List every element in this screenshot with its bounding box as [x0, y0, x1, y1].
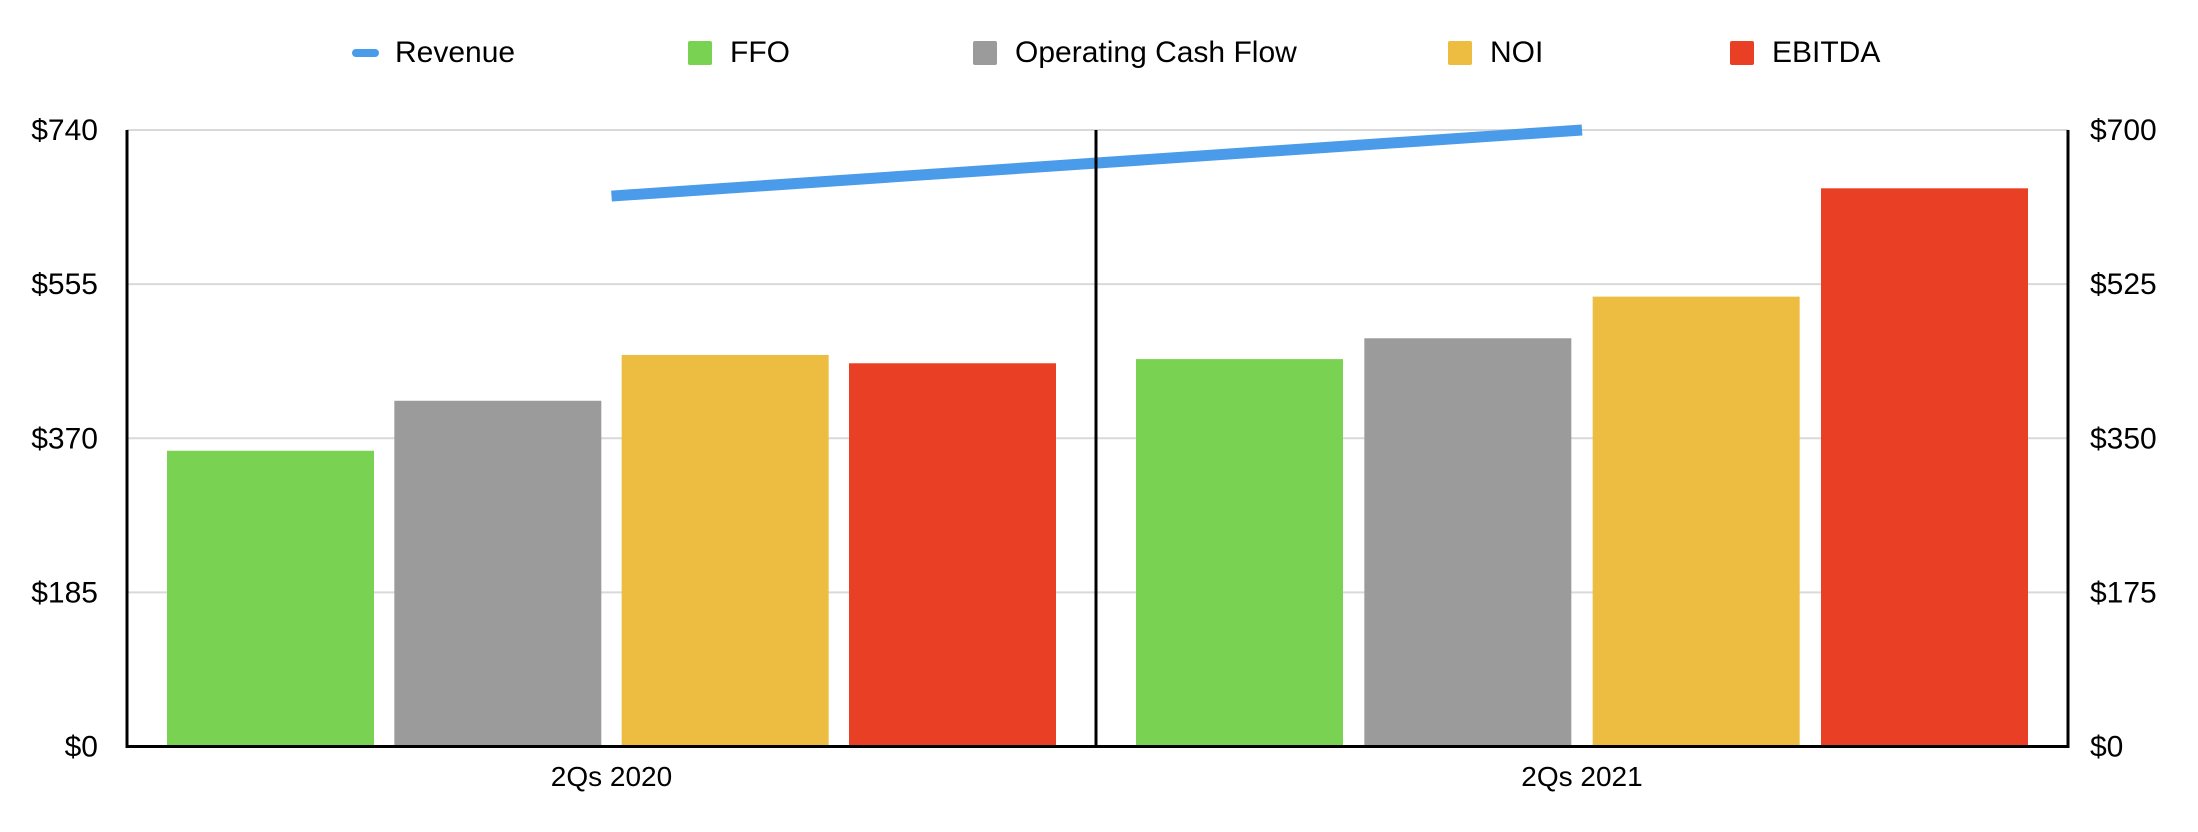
legend-label-revenue: Revenue	[395, 36, 516, 69]
legend-item-ffo[interactable]: FFO	[688, 36, 790, 70]
legend-label-noi: NOI	[1490, 36, 1544, 69]
right-axis-tick-label: $350	[2090, 422, 2157, 455]
ffo-swatch-icon	[688, 41, 712, 65]
operating-cash-flow-swatch-icon	[973, 41, 997, 65]
left-axis-tick-label: $370	[31, 422, 98, 455]
legend-item-noi[interactable]: NOI	[1448, 36, 1543, 70]
right-axis-tick-label: $0	[2090, 731, 2123, 764]
category-label-1: 2Qs 2021	[1521, 761, 1642, 792]
chart-legend: Revenue FFO Operating Cash Flow NOI EBIT…	[0, 0, 2198, 110]
legend-item-ebitda[interactable]: EBITDA	[1730, 36, 1880, 70]
bar-noi-2qs-2021[interactable]	[1592, 296, 1800, 748]
legend-label-ebitda: EBITDA	[1772, 36, 1881, 69]
category-label-0: 2Qs 2020	[551, 761, 672, 792]
legend-item-operating-cash-flow[interactable]: Operating Cash Flow	[973, 36, 1297, 70]
right-axis-tick-label: $175	[2090, 576, 2157, 609]
bar-ebitda-2qs-2020[interactable]	[849, 363, 1056, 748]
legend-label-operating-cash-flow: Operating Cash Flow	[1015, 36, 1297, 69]
bar-operating-cash-flow-2qs-2020[interactable]	[394, 400, 602, 748]
legend-item-revenue[interactable]: Revenue	[352, 36, 515, 70]
bar-ffo-2qs-2020[interactable]	[167, 450, 374, 748]
legend-label-ffo: FFO	[730, 36, 790, 69]
left-axis-tick-label: $0	[65, 731, 98, 764]
bar-ebitda-2qs-2021[interactable]	[1821, 188, 2028, 748]
ebitda-swatch-icon	[1730, 41, 1754, 65]
revenue-line-glyph	[352, 49, 379, 57]
bar-noi-2qs-2020[interactable]	[621, 354, 829, 748]
right-axis-tick-label: $700	[2090, 114, 2157, 147]
left-axis-tick-label: $185	[31, 576, 98, 609]
bar-operating-cash-flow-2qs-2021[interactable]	[1364, 338, 1572, 748]
left-axis-tick-label: $740	[31, 114, 98, 147]
left-axis-tick-label: $555	[31, 268, 98, 301]
right-axis-tick-label: $525	[2090, 268, 2157, 301]
noi-swatch-icon	[1448, 41, 1472, 65]
bar-ffo-2qs-2021[interactable]	[1136, 359, 1343, 748]
